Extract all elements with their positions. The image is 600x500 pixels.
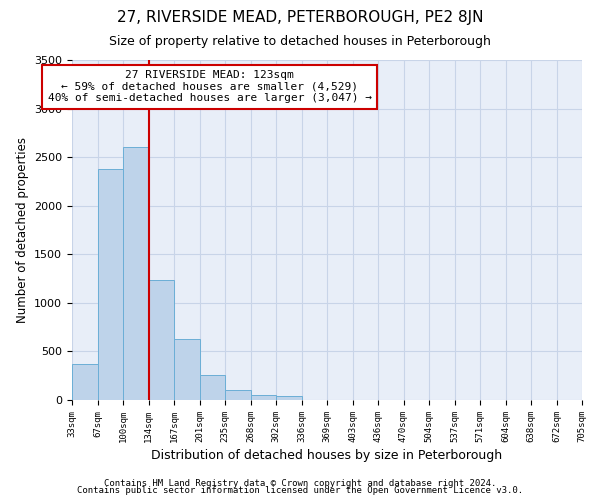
- Text: 27 RIVERSIDE MEAD: 123sqm
← 59% of detached houses are smaller (4,529)
40% of se: 27 RIVERSIDE MEAD: 123sqm ← 59% of detac…: [48, 70, 372, 103]
- Bar: [72, 364, 97, 400]
- Bar: [123, 148, 149, 400]
- Text: 27, RIVERSIDE MEAD, PETERBOROUGH, PE2 8JN: 27, RIVERSIDE MEAD, PETERBOROUGH, PE2 8J…: [117, 10, 483, 25]
- Text: Contains public sector information licensed under the Open Government Licence v3: Contains public sector information licen…: [77, 486, 523, 495]
- Y-axis label: Number of detached properties: Number of detached properties: [16, 137, 29, 323]
- X-axis label: Distribution of detached houses by size in Peterborough: Distribution of detached houses by size …: [151, 449, 503, 462]
- Bar: [149, 280, 174, 400]
- Bar: [276, 396, 302, 400]
- Bar: [251, 394, 276, 400]
- Bar: [97, 169, 123, 400]
- Bar: [199, 374, 225, 400]
- Text: Contains HM Land Registry data © Crown copyright and database right 2024.: Contains HM Land Registry data © Crown c…: [104, 478, 496, 488]
- Bar: [174, 339, 199, 400]
- Text: Size of property relative to detached houses in Peterborough: Size of property relative to detached ho…: [109, 35, 491, 48]
- Bar: [225, 390, 251, 400]
